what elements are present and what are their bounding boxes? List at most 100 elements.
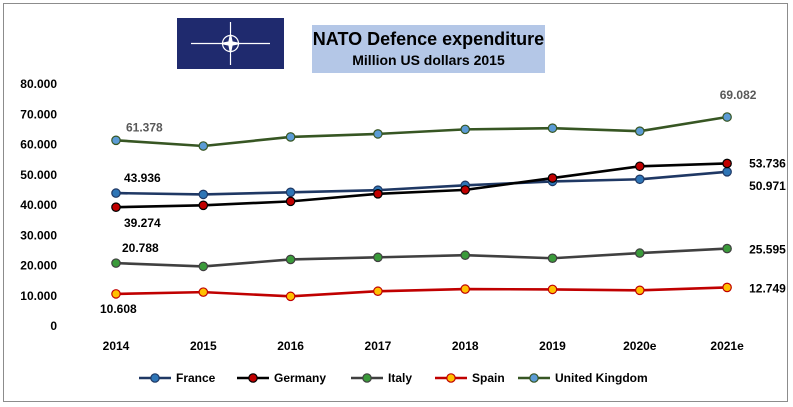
- data-point-italy: [547, 253, 558, 264]
- data-point-italy: [198, 261, 209, 272]
- data-point-italy: [285, 254, 296, 265]
- legend-label: France: [176, 371, 216, 385]
- data-point-germany: [373, 189, 383, 199]
- legend-label: Germany: [274, 371, 326, 385]
- legend-item-spain: Spain: [435, 371, 505, 385]
- x-tick-label: 2019: [539, 339, 566, 353]
- nato-flag-logo: [177, 18, 284, 69]
- legend-item-italy: Italy: [351, 371, 412, 385]
- data-point-france: [285, 187, 296, 198]
- data-point-italy: [111, 258, 121, 268]
- data-point-germany: [198, 200, 209, 211]
- series-line-united-kingdom: [115, 115, 728, 148]
- data-point-italy: [634, 248, 645, 258]
- data-point-spain: [722, 282, 732, 293]
- x-axis: 2014 2015 2016 2017 2018 2019 2020e 2021e: [103, 339, 744, 353]
- data-point-spain: [634, 285, 645, 296]
- series-line-france: [115, 170, 728, 196]
- data-labels: 61.378 69.082 43.936 50.971 39.274 53.736 20.7…: [100, 88, 786, 316]
- y-tick-label: 20.000: [20, 259, 57, 273]
- data-point-germany: [285, 196, 296, 207]
- data-point-spain: [285, 291, 296, 302]
- legend-item-france: France: [139, 371, 216, 385]
- chart-title-box: NATO Defence expenditure Million US doll…: [312, 25, 545, 73]
- data-point-germany: [460, 185, 470, 195]
- y-axis: 0 10.000 20.000 30.000 40.000 50.000 60.000 70.…: [20, 77, 57, 333]
- x-tick-label: 2017: [365, 339, 392, 353]
- series-spain: [111, 282, 732, 302]
- series-france: [111, 167, 732, 200]
- data-point-italy: [460, 250, 470, 261]
- y-tick-label: 60.000: [20, 138, 57, 152]
- data-label: 20.788: [122, 241, 159, 255]
- legend-label: United Kingdom: [555, 371, 648, 385]
- legend-marker: [446, 373, 456, 383]
- series-line-italy: [115, 247, 728, 268]
- data-point-united-kingdom: [722, 112, 732, 122]
- data-point-spain: [460, 284, 470, 294]
- data-point-spain: [111, 289, 121, 299]
- y-tick-label: 50.000: [20, 168, 57, 182]
- x-tick-label: 2018: [452, 339, 479, 353]
- data-label: 53.736: [749, 156, 786, 170]
- y-tick-label: 0: [50, 319, 57, 333]
- data-point-united-kingdom: [634, 126, 645, 136]
- series-germany: [111, 158, 732, 212]
- data-point-united-kingdom: [547, 123, 558, 133]
- nato-compass-rose-icon: [191, 22, 270, 65]
- data-point-france: [722, 167, 732, 177]
- legend-marker: [248, 373, 258, 383]
- data-point-germany: [634, 161, 645, 172]
- data-label: 50.971: [749, 179, 786, 193]
- legend-item-germany: Germany: [237, 371, 326, 385]
- data-point-spain: [547, 284, 558, 295]
- y-tick-label: 30.000: [20, 228, 57, 242]
- series-united-kingdom: [111, 112, 732, 151]
- series-line-germany: [115, 162, 728, 209]
- data-point-france: [111, 188, 121, 198]
- legend-marker: [150, 373, 160, 383]
- data-label: 12.749: [749, 281, 786, 295]
- legend-marker: [362, 373, 372, 383]
- x-tick-label: 2021e: [710, 339, 744, 353]
- data-point-united-kingdom: [285, 132, 296, 142]
- data-point-spain: [198, 287, 209, 297]
- data-point-france: [634, 174, 645, 185]
- data-label: 43.936: [124, 171, 161, 185]
- data-point-united-kingdom: [198, 141, 209, 151]
- x-tick-label: 2015: [190, 339, 217, 353]
- legend-item-united-kingdom: United Kingdom: [518, 371, 648, 385]
- x-tick-label: 2014: [103, 339, 130, 353]
- data-label: 39.274: [124, 216, 161, 230]
- data-point-france: [198, 189, 209, 200]
- data-label: 10.608: [100, 302, 137, 316]
- data-point-united-kingdom: [460, 124, 470, 135]
- series-layer: [111, 112, 732, 302]
- y-tick-label: 80.000: [20, 77, 57, 91]
- data-point-germany: [111, 202, 121, 212]
- data-point-united-kingdom: [373, 129, 383, 139]
- y-tick-label: 40.000: [20, 198, 57, 212]
- data-point-united-kingdom: [111, 135, 121, 146]
- y-tick-label: 70.000: [20, 107, 57, 121]
- x-tick-label: 2020e: [623, 339, 657, 353]
- data-label: 69.082: [720, 88, 757, 102]
- data-label: 61.378: [126, 120, 163, 134]
- chart-title: NATO Defence expenditure: [312, 29, 545, 49]
- data-point-italy: [373, 252, 383, 263]
- legend-label: Spain: [472, 371, 505, 385]
- data-point-germany: [722, 158, 732, 169]
- series-line-spain: [115, 286, 728, 298]
- chart-subtitle: Million US dollars 2015: [352, 52, 505, 68]
- data-point-germany: [547, 173, 558, 183]
- legend-marker: [529, 373, 539, 383]
- series-italy: [111, 243, 732, 272]
- x-tick-label: 2016: [277, 339, 304, 353]
- data-point-italy: [722, 243, 732, 254]
- data-point-spain: [373, 286, 383, 297]
- legend: France Germany Italy Spain United Kingdom: [139, 371, 648, 385]
- data-label: 25.595: [749, 243, 786, 257]
- legend-label: Italy: [388, 371, 412, 385]
- y-tick-label: 10.000: [20, 289, 57, 303]
